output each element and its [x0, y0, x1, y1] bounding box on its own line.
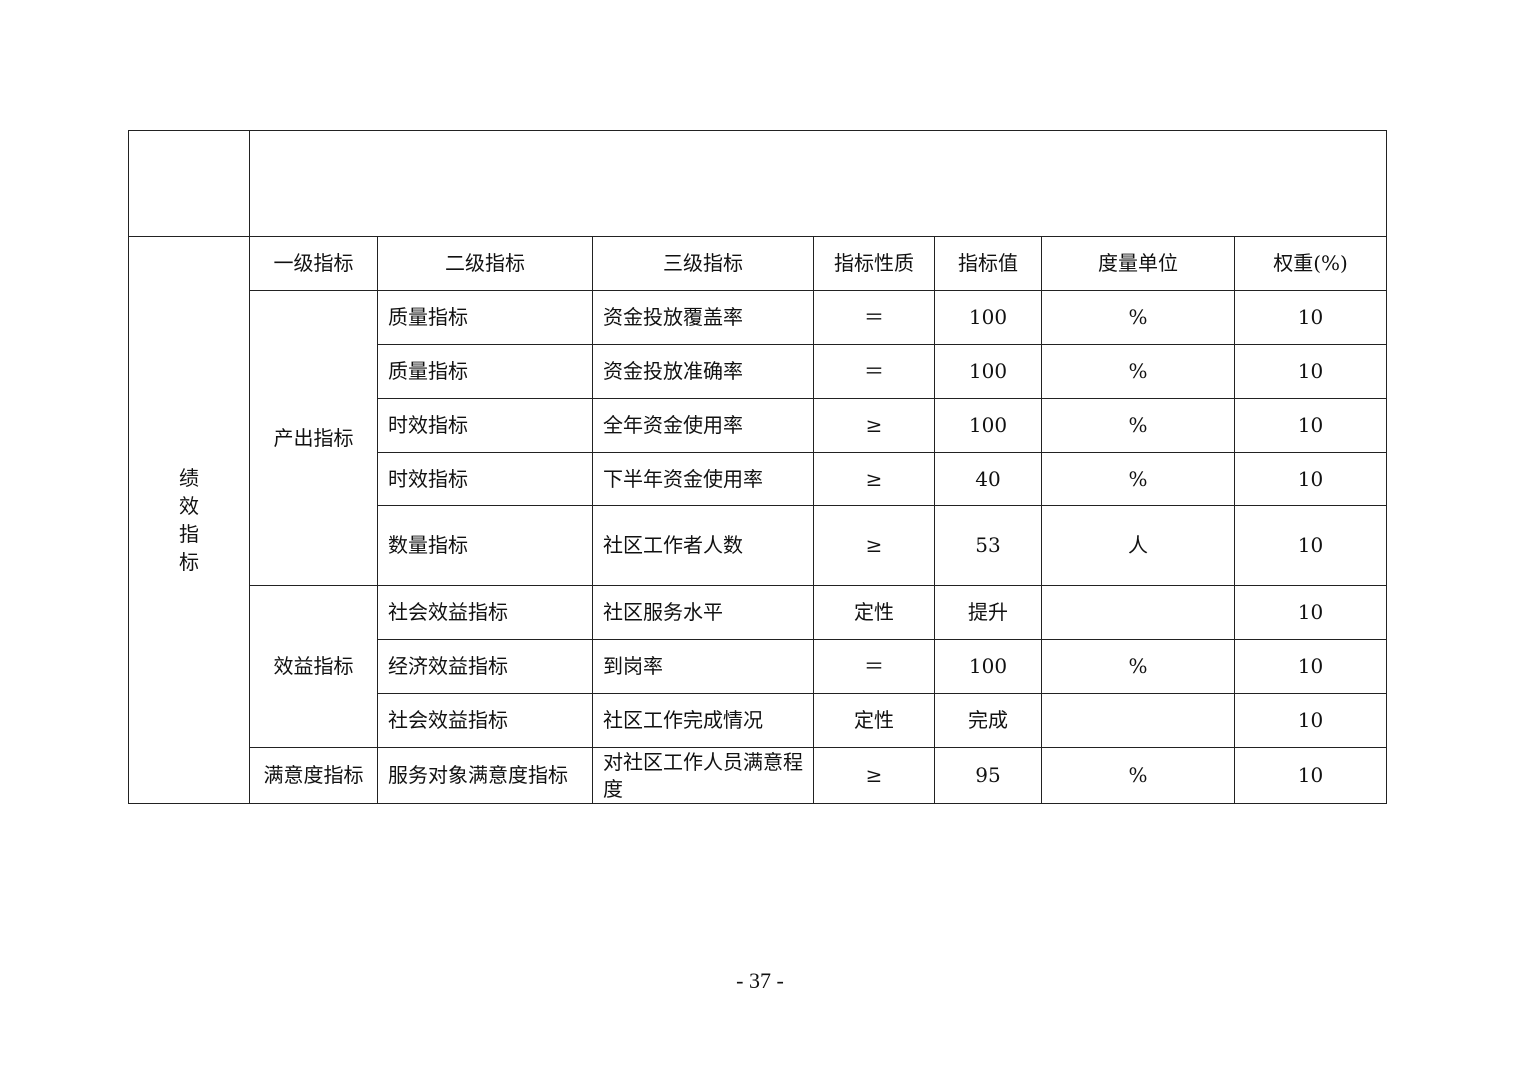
- cell: 社会效益指标: [377, 585, 593, 640]
- table-row: 时效指标 全年资金使用率 ≥100% 10: [129, 398, 1388, 453]
- cell: ＝: [813, 639, 935, 694]
- cell: 社区工作者人数: [592, 505, 814, 586]
- column-header: 度量单位: [1041, 236, 1235, 291]
- cell: ≥: [813, 747, 935, 804]
- cell: 社会效益指标: [377, 693, 593, 748]
- column-header: 三级指标: [592, 236, 814, 291]
- top-blank-row: [128, 130, 1388, 237]
- column-header: 一级指标: [249, 236, 378, 291]
- cell: 100: [934, 290, 1042, 345]
- table-row: 数量指标 社区工作者人数 ≥53 人 10: [129, 505, 1388, 586]
- performance-indicator-table: 绩效指标 一级指标 二级指标 三级指标 指标性质 指标值 度量单位 权重(%) 产出指标 质量指标…: [128, 130, 1388, 804]
- cell: 100: [934, 344, 1042, 399]
- cell: ＝: [813, 290, 935, 345]
- table-row: 产出指标 质量指标 资金投放覆盖率＝ 100% 10: [129, 290, 1388, 586]
- cell: 到岗率: [592, 639, 814, 694]
- cell: 10: [1233, 344, 1388, 399]
- cell: 10: [1233, 747, 1388, 804]
- cell: 经济效益指标: [377, 639, 593, 694]
- cell: 10: [1233, 639, 1388, 694]
- cell: 10: [1233, 452, 1388, 506]
- level1-cell: 产出指标: [249, 290, 378, 586]
- cell: ≥: [813, 452, 935, 506]
- cell: 质量指标: [377, 344, 593, 399]
- cell: 10: [1233, 693, 1388, 748]
- cell: 定性: [813, 585, 935, 640]
- column-header: 权重(%): [1233, 236, 1388, 291]
- cell: %: [1041, 747, 1235, 804]
- cell: 100: [934, 398, 1042, 453]
- cell: 10: [1233, 505, 1388, 586]
- level1-cell: 满意度指标: [249, 747, 378, 804]
- cell: 社区服务水平: [592, 585, 814, 640]
- table-row: 效益指标 社会效益指标 社区服务水平 定性 提升 10: [129, 585, 1388, 748]
- cell: 53: [934, 505, 1042, 586]
- cell: 资金投放准确率: [592, 344, 814, 399]
- table-row: 质量指标 资金投放准确率＝ 100% 10: [129, 344, 1388, 399]
- cell: %: [1041, 290, 1235, 345]
- section-label-cell: 绩效指标: [128, 236, 250, 804]
- cell: 社区工作完成情况: [592, 693, 814, 748]
- cell: 时效指标: [377, 398, 593, 453]
- cell: ≥: [813, 505, 935, 586]
- blank-cell: [248, 130, 1388, 237]
- cell: [1041, 585, 1235, 640]
- column-header: 指标性质: [813, 236, 935, 291]
- cell: 服务对象满意度指标: [377, 747, 593, 804]
- cell: 人: [1041, 505, 1235, 586]
- cell: %: [1041, 344, 1235, 399]
- cell: ＝: [813, 344, 935, 399]
- level1-cell: 效益指标: [249, 585, 378, 748]
- cell: 资金投放覆盖率: [592, 290, 814, 345]
- cell: ≥: [813, 398, 935, 453]
- cell: 40: [934, 452, 1042, 506]
- cell: %: [1041, 452, 1235, 506]
- cell: [1041, 693, 1235, 748]
- cell: 数量指标: [377, 505, 593, 586]
- page-number: - 37 -: [736, 968, 784, 993]
- cell: 95: [934, 747, 1042, 804]
- cell: 完成: [934, 693, 1042, 748]
- cell: 对社区工作人员满意程度: [592, 747, 814, 804]
- table-row: 满意度指标 服务对象满意度指标 对社区工作人员满意程度 ≥95% 10: [129, 747, 1388, 804]
- section-label: 绩效指标: [179, 466, 199, 574]
- header-row: 绩效指标 一级指标 二级指标 三级指标 指标性质 指标值 度量单位 权重(%): [128, 236, 1388, 804]
- cell: 提升: [934, 585, 1042, 640]
- cell: %: [1041, 398, 1235, 453]
- column-header: 二级指标: [377, 236, 593, 291]
- blank-cell: [128, 130, 250, 237]
- cell: 时效指标: [377, 452, 593, 506]
- cell: 10: [1233, 398, 1388, 453]
- cell: 10: [1233, 290, 1388, 345]
- table-row: 经济效益指标 到岗率＝ 100% 10: [129, 639, 1388, 694]
- cell: %: [1041, 639, 1235, 694]
- column-header: 指标值: [934, 236, 1042, 291]
- cell: 100: [934, 639, 1042, 694]
- cell: 全年资金使用率: [592, 398, 814, 453]
- cell: 10: [1233, 585, 1388, 640]
- cell: 下半年资金使用率: [592, 452, 814, 506]
- cell: 定性: [813, 693, 935, 748]
- cell: 质量指标: [377, 290, 593, 345]
